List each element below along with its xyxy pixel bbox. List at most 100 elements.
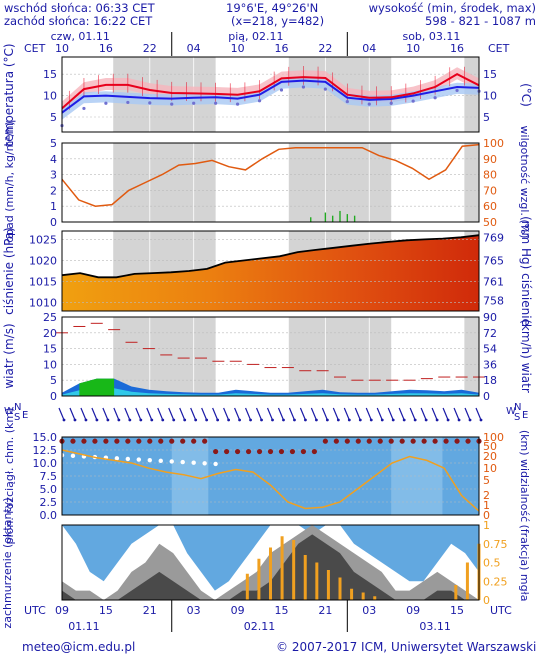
- cloud-top-dot: [213, 448, 219, 455]
- wind-arrow-head: [260, 418, 263, 422]
- footer-copyright: © 2007-2017 ICM, Uniwersytet Warszawski: [276, 640, 537, 654]
- temp-tick-right: 5: [483, 111, 490, 124]
- wind-arrow-head: [435, 418, 439, 422]
- cloud-top-dot: [92, 438, 98, 444]
- cloud-base-dot: [114, 456, 120, 461]
- wind-chill-point: [192, 101, 196, 105]
- cloudcover-panel: [61, 525, 481, 600]
- pressure-tick-right: 765: [483, 254, 504, 267]
- cloud-top-dot: [158, 438, 164, 444]
- cet-hour-label: 22: [318, 42, 332, 55]
- fog-bar: [326, 570, 330, 600]
- cloud-visibility-panel: [59, 436, 482, 516]
- wind-arrow-head: [271, 418, 274, 422]
- pressure-axis-label-right: (mm Hg) ciśnienie: [519, 216, 533, 326]
- wind-speed-strong-area: [79, 378, 115, 396]
- day-label-bottom: 01.11: [68, 620, 100, 633]
- cloud-tick-left: 15.0: [33, 431, 58, 444]
- cloud-top-dot: [234, 448, 241, 455]
- pressure-tick-left: 1020: [29, 254, 57, 267]
- night-band: [288, 317, 392, 396]
- panel-frame: [61, 316, 480, 397]
- wind-tick-left: 5: [50, 374, 57, 387]
- pressure-tick-right: 761: [483, 276, 504, 289]
- wind-tick-right: 0: [483, 390, 490, 403]
- wind-chill-point: [148, 101, 152, 105]
- sunrise-text: wschód słońca: 06:33 CET: [4, 1, 155, 15]
- wind-arrow: [255, 407, 263, 421]
- wind-arrow: [288, 407, 296, 421]
- footer-email[interactable]: meteo@icm.edu.pl: [22, 640, 136, 654]
- cloud-base-dot: [202, 461, 207, 466]
- wind-tick-left: 25: [43, 311, 57, 324]
- fog-bar: [338, 577, 342, 600]
- wind-arrow: [420, 407, 427, 421]
- wind-arrow: [80, 407, 87, 421]
- wind-arrow-head: [172, 418, 176, 422]
- visibility-line: [61, 449, 480, 512]
- wind-arrow-head: [139, 418, 143, 422]
- humidity-tick-right: 100: [483, 137, 504, 150]
- cloud-top-dot: [125, 438, 131, 444]
- wind-tick-left: 10: [43, 358, 57, 371]
- timezone-label-left: CET: [24, 42, 46, 55]
- visibility-tick-right: 1: [483, 499, 490, 512]
- utc-hour-label: 03: [362, 604, 376, 617]
- compass-letter: S: [514, 412, 520, 423]
- utc-hour-label: 03: [187, 604, 201, 617]
- wind-arrow: [343, 407, 350, 421]
- wind-arrow-head: [282, 418, 285, 422]
- night-band: [464, 143, 479, 222]
- wind-arrow-head: [249, 418, 252, 422]
- utc-label-left: UTC: [24, 604, 46, 617]
- wind-arrow-head: [73, 418, 77, 422]
- precip-axis-label-left: opad (mm/h, kg/m²/h): [3, 121, 16, 242]
- cloud-top-dot: [147, 438, 153, 444]
- wind-tick-left: 0: [50, 390, 57, 403]
- cloud-base-dot: [180, 459, 185, 465]
- cet-hour-label: 16: [99, 42, 113, 55]
- humidity-tick-right: 60: [483, 200, 497, 213]
- fog-tick-right: 0.75: [483, 538, 508, 551]
- fog-tick-right: 0.25: [483, 575, 508, 588]
- visibility-tick-right: 2: [483, 489, 490, 502]
- day-label-bottom: 03.11: [419, 620, 451, 633]
- cloud-top-dot: [278, 448, 285, 455]
- wind-chill-point: [389, 101, 393, 105]
- cloud-top-dot: [454, 438, 460, 444]
- wind-arrow-head: [183, 418, 187, 422]
- fog-bar: [454, 585, 458, 600]
- wind-chill-point: [279, 88, 284, 92]
- compass-letter: N: [14, 402, 21, 413]
- night-band: [113, 143, 216, 222]
- wind-arrow: [244, 407, 252, 421]
- cloud-tick-left: 2.5: [40, 496, 58, 509]
- wind-arrow: [398, 407, 405, 421]
- cet-hour-label: 10: [55, 42, 69, 55]
- cloudcover-axis-label-left: zachmurzenie (oktanty): [1, 497, 14, 628]
- cloud-top-dot: [70, 438, 76, 444]
- fog-bar: [361, 592, 365, 600]
- cloud-tick-left: 10.0: [33, 457, 58, 470]
- panel-frame: [61, 142, 480, 223]
- wind-arrow: [212, 407, 219, 421]
- sunset-text: zachód słońca: 16:22 CET: [4, 14, 153, 28]
- cloud-top-dot: [355, 438, 361, 444]
- wind-arrow: [146, 407, 153, 421]
- fog-bar: [315, 562, 319, 600]
- compass-letter: S: [14, 412, 20, 423]
- utc-hour-label: 15: [274, 604, 288, 617]
- utc-hour-label: 09: [406, 604, 420, 617]
- wind-arrow-head: [194, 418, 198, 422]
- cloud-top-dot: [432, 438, 438, 444]
- night-band: [288, 143, 392, 222]
- wind-chill-point: [235, 102, 240, 106]
- fog-tick-right: 0: [483, 594, 490, 607]
- cloud-base-dot: [213, 461, 218, 467]
- panel-frame: [61, 56, 480, 133]
- utc-hour-label: 09: [231, 604, 245, 617]
- pressure-tick-left: 1015: [29, 276, 57, 289]
- pressure-panel: [61, 231, 480, 311]
- wind-arrow: [387, 407, 394, 421]
